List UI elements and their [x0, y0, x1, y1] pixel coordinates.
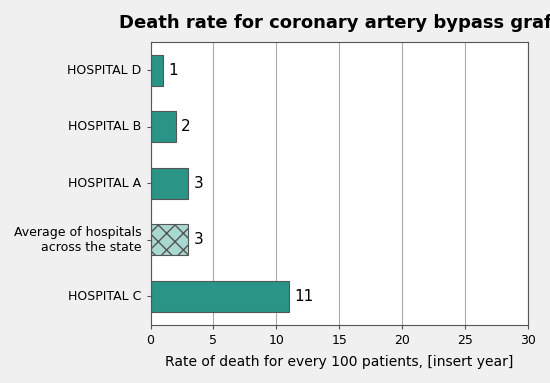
Text: 11: 11	[294, 289, 313, 304]
Bar	[151, 281, 289, 312]
Bar	[151, 224, 188, 255]
Text: 3: 3	[194, 232, 203, 247]
Text: 1: 1	[168, 63, 178, 78]
Bar	[151, 111, 175, 142]
Text: 2: 2	[181, 119, 190, 134]
X-axis label: Rate of death for every 100 patients, [insert year]: Rate of death for every 100 patients, [i…	[165, 355, 514, 369]
Text: 3: 3	[194, 176, 203, 191]
Bar	[151, 55, 163, 86]
Title: Death rate for coronary artery bypass graft: Death rate for coronary artery bypass gr…	[119, 14, 550, 32]
Bar	[151, 168, 188, 199]
